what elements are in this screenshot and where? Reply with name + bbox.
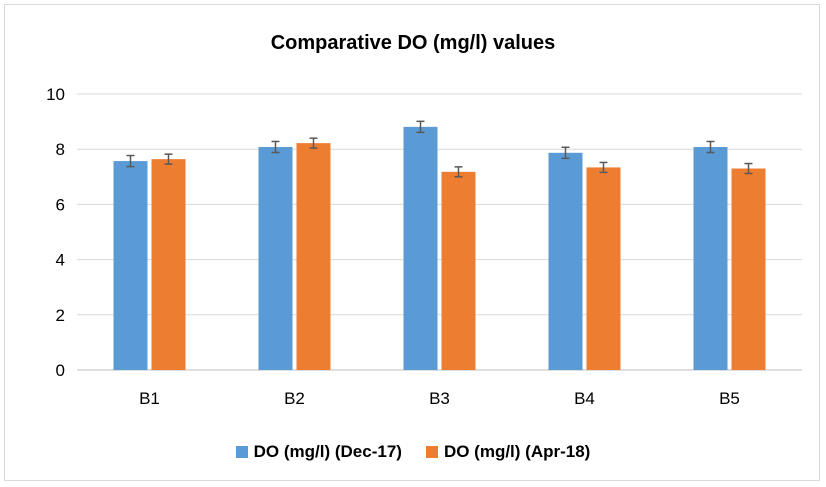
- legend: DO (mg/l) (Dec-17) DO (mg/l) (Apr-18): [0, 442, 826, 462]
- bar-dec-B2: [258, 146, 293, 370]
- bar-dec-B4: [548, 152, 583, 370]
- x-tick-label-B4: B4: [574, 389, 595, 408]
- y-tick-label-10: 10: [46, 85, 65, 104]
- y-tick-label-6: 6: [56, 195, 65, 214]
- chart-title: Comparative DO (mg/l) values: [270, 32, 556, 54]
- legend-item-dec: DO (mg/l) (Dec-17): [235, 442, 402, 462]
- bar-apr-B3: [441, 171, 476, 370]
- x-tick-label-B5: B5: [719, 389, 740, 408]
- y-tick-label-2: 2: [56, 306, 65, 325]
- legend-label-dec: DO (mg/l) (Dec-17): [253, 442, 402, 461]
- legend-label-apr: DO (mg/l) (Apr-18): [443, 442, 591, 461]
- bar-dec-B1: [113, 161, 148, 370]
- y-tick-label-8: 8: [56, 140, 65, 159]
- bar-dec-B5: [693, 146, 728, 370]
- legend-item-apr: DO (mg/l) (Apr-18): [425, 442, 591, 462]
- legend-swatch-dec: [235, 446, 248, 458]
- bar-apr-B5: [731, 168, 766, 370]
- bar-apr-B4: [586, 167, 621, 370]
- legend-swatch-apr: [425, 446, 438, 458]
- bar-dec-B3: [403, 126, 438, 371]
- y-tick-label-0: 0: [56, 361, 65, 380]
- x-tick-label-B2: B2: [284, 389, 305, 408]
- bar-apr-B1: [151, 159, 186, 370]
- bar-apr-B2: [296, 143, 331, 370]
- x-tick-label-B1: B1: [139, 389, 160, 408]
- y-tick-label-4: 4: [56, 251, 65, 270]
- x-tick-label-B3: B3: [429, 389, 450, 408]
